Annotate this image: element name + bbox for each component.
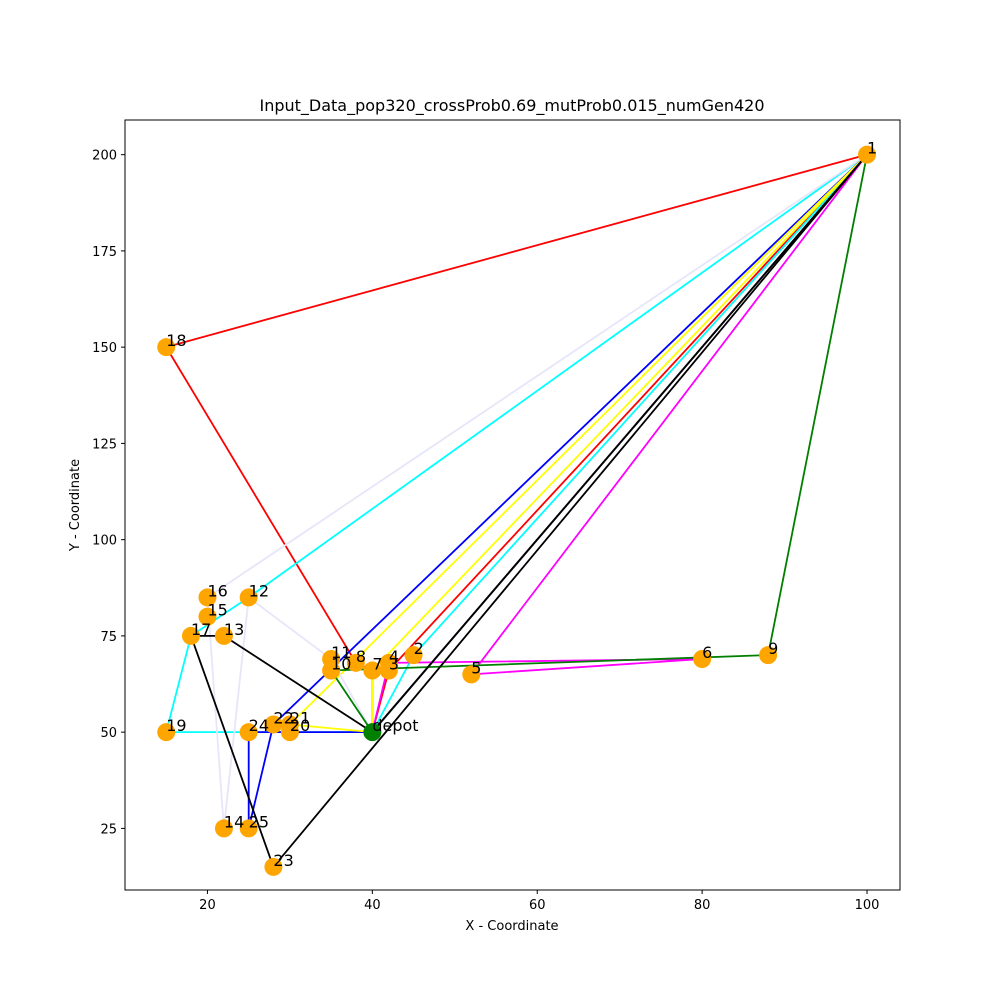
customer-label-9: 9	[768, 639, 778, 658]
customer-point-11	[322, 650, 341, 668]
customer-point-25	[239, 819, 258, 838]
x-tick-label-40: 40	[364, 898, 381, 913]
customer-label-23: 23	[273, 851, 293, 870]
depot-label: depot	[372, 716, 418, 735]
customer-label-16: 16	[207, 581, 227, 600]
y-tick-label-150: 150	[92, 341, 117, 356]
customer-label-10: 10	[331, 655, 351, 674]
customer-point-6	[693, 650, 712, 668]
customer-point-17	[181, 626, 200, 645]
customer-label-18: 18	[166, 331, 186, 350]
x-tick-label-20: 20	[199, 898, 216, 913]
customer-point-13	[214, 626, 233, 645]
customer-point-19	[157, 723, 176, 742]
customer-point-2	[404, 646, 423, 665]
customer-point-1	[858, 145, 877, 164]
customer-label-22: 22	[273, 708, 293, 727]
customer-point-4	[379, 653, 398, 672]
customer-label-11: 11	[331, 643, 351, 662]
customer-point-12	[239, 588, 258, 607]
y-tick-label-175: 175	[92, 245, 117, 260]
depot-point	[363, 723, 382, 742]
customer-point-22	[264, 715, 283, 734]
customer-point-15	[198, 607, 217, 626]
customer-label-13: 13	[224, 620, 244, 639]
y-tick-label-100: 100	[92, 534, 117, 549]
y-tick-label-125: 125	[92, 437, 117, 452]
y-axis-ticks: 25 50 75 100 125 150 175 200	[92, 149, 125, 837]
customer-label-4: 4	[389, 647, 399, 666]
customer-point-18	[157, 338, 176, 357]
customer-point-7	[363, 661, 382, 680]
customer-label-1: 1	[867, 139, 877, 158]
customer-label-17: 17	[191, 620, 211, 639]
plot-frame	[124, 119, 901, 891]
customer-point-5	[462, 665, 481, 684]
customer-point-21	[280, 715, 299, 734]
customer-label-6: 6	[702, 643, 712, 662]
customer-point-9	[759, 646, 778, 665]
x-tick-label-60: 60	[529, 898, 546, 913]
customer-label-3: 3	[389, 655, 399, 674]
customer-point-23	[264, 857, 283, 876]
customer-label-2: 2	[414, 639, 424, 658]
x-axis-label: X - Coordinate	[465, 919, 558, 934]
x-axis-ticks: 20 40 60 80 100	[199, 890, 879, 913]
customer-label-14: 14	[224, 812, 244, 831]
customer-label-20: 20	[290, 716, 310, 735]
y-tick-label-200: 200	[92, 149, 117, 164]
customer-label-15: 15	[207, 601, 227, 620]
y-tick-label-50: 50	[100, 726, 117, 741]
x-tick-label-100: 100	[855, 898, 880, 913]
y-tick-label-75: 75	[100, 630, 117, 645]
x-tick-label-80: 80	[694, 898, 711, 913]
y-axis-label: Y - Coordinate	[68, 459, 83, 552]
customer-point-14	[214, 819, 233, 838]
customer-label-19: 19	[166, 716, 186, 735]
customer-label-12: 12	[249, 581, 269, 600]
customer-label-8: 8	[356, 647, 366, 666]
customer-label-25: 25	[249, 812, 269, 831]
customer-point-16	[198, 588, 217, 607]
customer-label-5: 5	[471, 658, 481, 677]
customer-label-24: 24	[249, 716, 269, 735]
customer-label-7: 7	[372, 655, 382, 674]
customer-point-24	[239, 723, 258, 742]
route-8-line	[190, 153, 868, 868]
customer-point-8	[346, 653, 365, 672]
chart-title: Input_Data_pop320_crossProb0.69_mutProb0…	[259, 96, 764, 116]
points-layer	[157, 145, 877, 876]
customer-label-21: 21	[290, 708, 310, 727]
y-tick-label-25: 25	[100, 822, 117, 837]
